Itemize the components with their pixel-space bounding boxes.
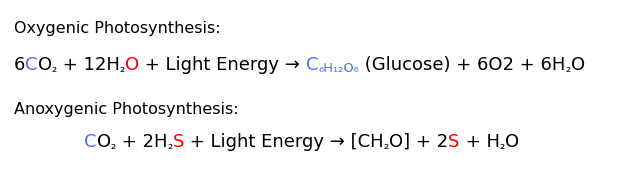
- Text: Oxygenic Photosynthesis:: Oxygenic Photosynthesis:: [14, 21, 220, 37]
- Text: ₂: ₂: [565, 62, 571, 75]
- Text: S: S: [448, 133, 460, 151]
- Text: (Glucose) + 6O2 + 6H: (Glucose) + 6O2 + 6H: [359, 56, 565, 74]
- Text: + 12H: + 12H: [57, 56, 120, 74]
- Text: + Light Energy → [CH: + Light Energy → [CH: [184, 133, 384, 151]
- Text: C: C: [25, 56, 37, 74]
- Text: + Light Energy →: + Light Energy →: [139, 56, 306, 74]
- Text: ₆H₁₂O₆: ₆H₁₂O₆: [318, 62, 359, 75]
- Text: O: O: [571, 56, 585, 74]
- Text: O: O: [37, 56, 52, 74]
- Text: ₂: ₂: [384, 139, 389, 152]
- Text: ₂: ₂: [500, 139, 505, 152]
- Text: ₂: ₂: [168, 139, 173, 152]
- Text: C: C: [306, 56, 318, 74]
- Text: Anoxygenic Photosynthesis:: Anoxygenic Photosynthesis:: [14, 102, 238, 117]
- Text: ₂: ₂: [52, 62, 57, 75]
- Text: 6: 6: [14, 56, 25, 74]
- Text: + 2H: + 2H: [116, 133, 168, 151]
- Text: ₂: ₂: [111, 139, 116, 152]
- Text: O] + 2: O] + 2: [389, 133, 448, 151]
- Text: C: C: [84, 133, 97, 151]
- Text: + H: + H: [460, 133, 500, 151]
- Text: O: O: [505, 133, 519, 151]
- Text: O: O: [97, 133, 111, 151]
- Text: S: S: [173, 133, 184, 151]
- Text: ₂: ₂: [120, 62, 125, 75]
- Text: O: O: [125, 56, 139, 74]
